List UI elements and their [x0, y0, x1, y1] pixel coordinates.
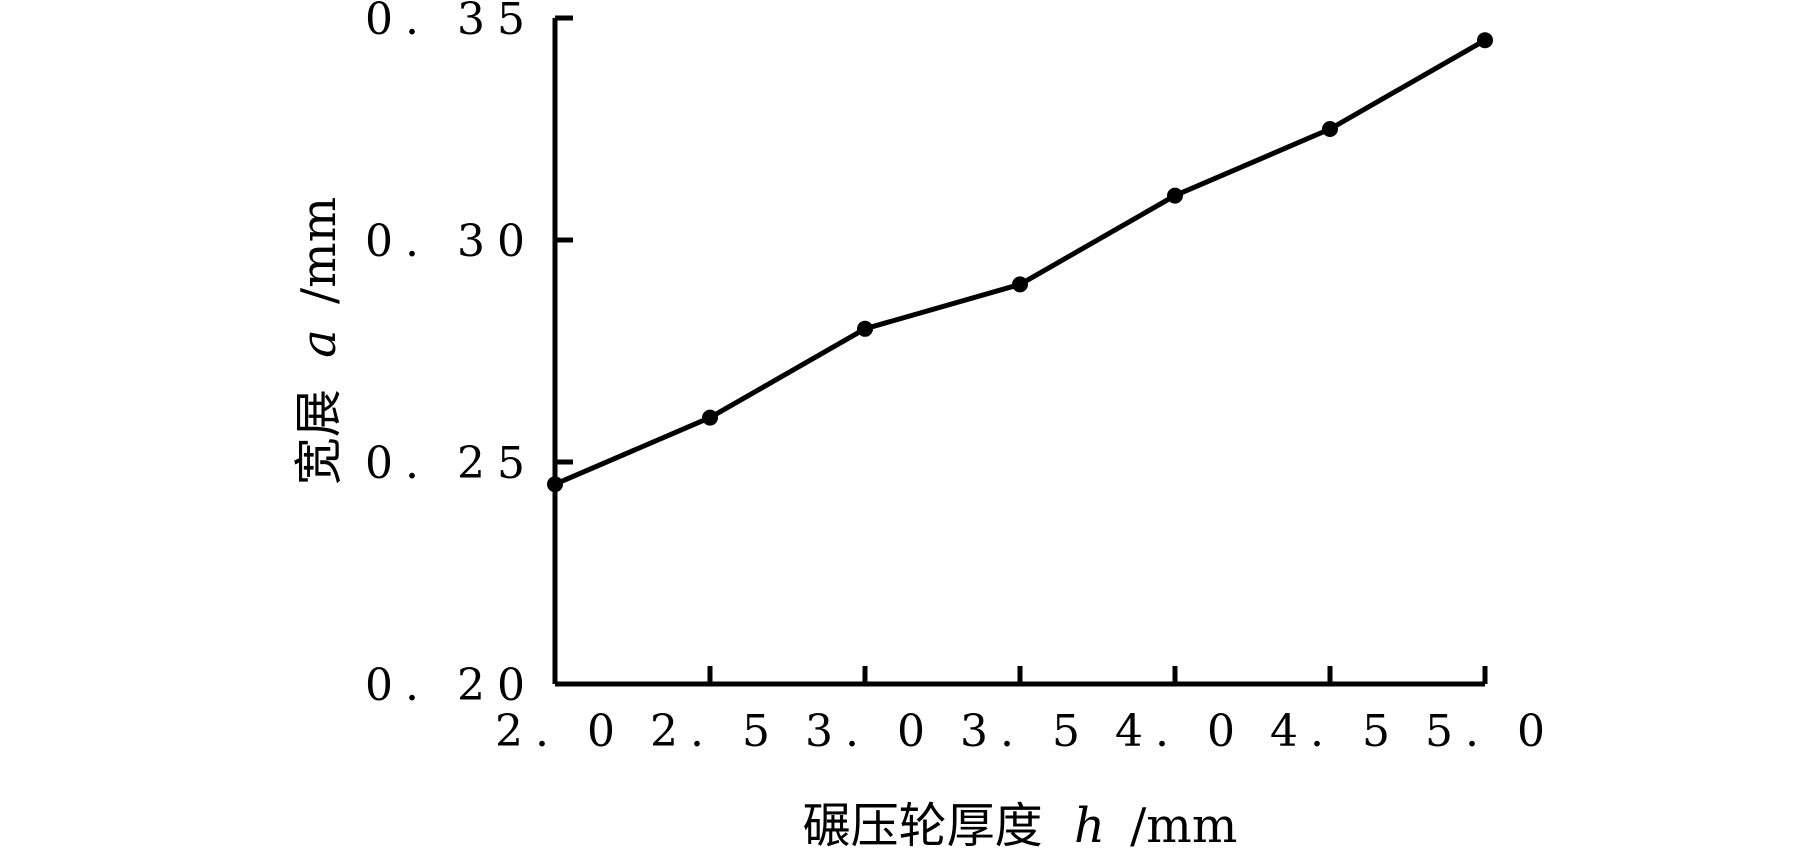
- data-point: [857, 320, 873, 337]
- data-point: [1167, 187, 1183, 204]
- x-tick-label: 4. 5: [1270, 706, 1402, 757]
- x-tick-label: 2. 0: [495, 706, 627, 757]
- data-point: [547, 476, 563, 493]
- x-axis-title-unit: /mm: [1130, 798, 1237, 852]
- y-ticks: 0. 20 0. 25 0. 30 0. 35: [365, 0, 573, 711]
- data-point: [1322, 121, 1338, 137]
- data-point: [702, 409, 718, 426]
- y-axis-title-unit: /mm: [291, 197, 347, 304]
- y-axis-title-variable: a: [291, 329, 347, 358]
- x-tick-label: 4. 0: [1115, 706, 1247, 757]
- y-tick-label: 0. 25: [365, 438, 537, 489]
- y-axis-title-prefix: 宽展: [291, 389, 347, 485]
- x-tick-label: 3. 0: [805, 706, 937, 757]
- x-tick-label: 2. 5: [650, 706, 782, 757]
- x-axis-title-variable: h: [1074, 798, 1105, 852]
- x-tick-label: 3. 5: [960, 706, 1092, 757]
- data-point: [1012, 276, 1028, 293]
- x-ticks: 2. 0 2. 5 3. 0 3. 5 4. 0 4. 5 5. 0: [495, 666, 1557, 757]
- data-point: [1477, 32, 1493, 49]
- series-layer: [547, 32, 1493, 493]
- x-axis-title: 碾压轮厚度 h /mm: [803, 798, 1238, 852]
- y-axis-title: 宽展 a /mm: [291, 197, 347, 485]
- y-tick-label: 0. 20: [365, 660, 537, 711]
- y-tick-label: 0. 30: [365, 216, 537, 267]
- x-tick-label: 5. 0: [1425, 706, 1557, 757]
- x-axis-title-prefix: 碾压轮厚度: [803, 798, 1043, 852]
- series-line: [552, 37, 1488, 487]
- y-tick-label: 0. 35: [365, 0, 537, 45]
